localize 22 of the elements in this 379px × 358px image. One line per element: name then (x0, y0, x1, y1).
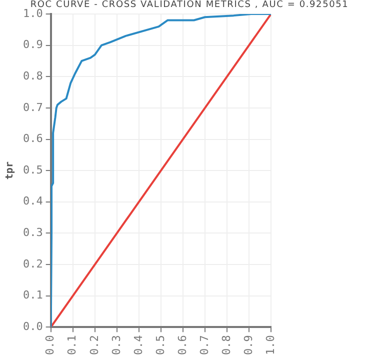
y-tick-label: 0.8 (22, 69, 43, 82)
y-axis-title: tpr (4, 162, 16, 180)
y-tick-label: 0.3 (22, 226, 43, 240)
y-tick-label: 0.7 (22, 100, 43, 114)
y-tick-label: 0.6 (22, 132, 43, 146)
y-tick-label: 0.0 (22, 320, 43, 333)
x-tick-label: 0.6 (176, 335, 189, 356)
y-tick-label: 0.1 (22, 288, 43, 302)
y-tick-label: 0.5 (22, 163, 43, 176)
x-tick-label: 0.1 (66, 335, 79, 356)
x-tick-label: 0.4 (132, 334, 145, 356)
x-tick-label: 1.0 (264, 335, 277, 356)
x-tick-label: 0.3 (110, 335, 123, 356)
x-tick-label: 0.9 (242, 335, 255, 356)
y-tick-label: 0.4 (22, 194, 44, 208)
x-tick-label: 0.8 (220, 335, 233, 356)
x-tick-label: 0.7 (198, 335, 211, 356)
x-tick-label: 0.2 (88, 335, 101, 356)
x-tick-label: 0.5 (154, 335, 167, 356)
x-tick-label: 0.0 (44, 335, 57, 356)
y-tick-label: 0.9 (22, 38, 43, 52)
y-tick-label: 0.2 (22, 257, 43, 270)
